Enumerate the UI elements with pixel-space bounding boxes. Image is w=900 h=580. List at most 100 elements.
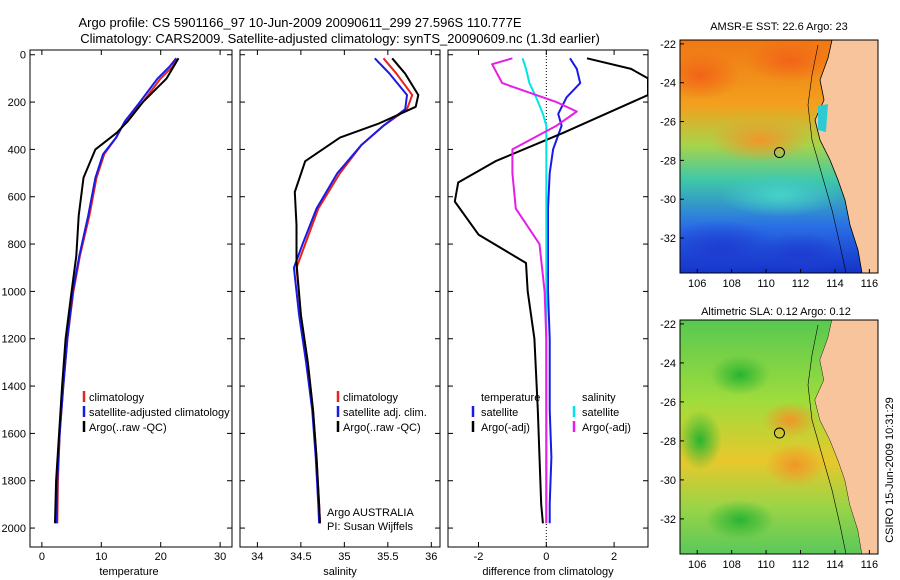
sst-coastline [814, 40, 863, 273]
y-tick-label: 400 [8, 144, 26, 156]
series-line-salinity-argo [491, 57, 578, 524]
legend-label-satellite: satellite adj. clim. [343, 407, 427, 419]
x-tick-label: 34 [251, 551, 263, 563]
y-tick-label: 1200 [2, 334, 26, 346]
series-line-argo [293, 57, 420, 524]
temperature-xlabel: temperature [99, 566, 158, 578]
legend-label-argo: Argo(..raw -QC) [343, 422, 421, 434]
map-y-tick-label: -26 [660, 397, 676, 409]
map-y-tick-label: -22 [660, 39, 676, 51]
sst-cold-patch [680, 220, 780, 273]
series-line-salinity-satellite [521, 57, 548, 524]
sla-heatmap [680, 320, 878, 554]
difference-axes-frame [447, 49, 649, 548]
series-line-satellite-adjusted [55, 57, 177, 524]
sla-high-patch [762, 402, 818, 438]
map-x-tick-label: 112 [792, 559, 810, 571]
salinity-axes-frame [239, 49, 441, 548]
map-x-tick-label: 116 [861, 559, 879, 571]
sst-cold-patch [755, 233, 845, 273]
difference-legend: temperature satellite Argo(-adj) salinit… [471, 392, 631, 434]
map-y-tick-label: -24 [660, 78, 676, 90]
series-line-argo [54, 57, 180, 524]
figure-title-line2: Climatology: CARS2009. Satellite-adjuste… [80, 31, 600, 46]
argo-float-marker [773, 147, 785, 159]
x-tick-label: 36 [425, 551, 437, 563]
figure-title-line1: Argo profile: CS 5901166_97 10-Jun-2009 … [78, 15, 521, 30]
map-x-tick-label: 114 [826, 278, 844, 290]
difference-xlabel: difference from climatology [482, 566, 614, 578]
x-tick-label: -2 [474, 551, 484, 563]
sla-low-patch [705, 500, 775, 540]
map-y-tick-label: -22 [660, 319, 676, 331]
y-tick-label: 800 [8, 239, 26, 251]
map-x-tick-label: 106 [688, 278, 706, 290]
sla-high-patch [765, 443, 825, 487]
y-tick-label: 1400 [2, 381, 26, 393]
salinity-panel: 34 34.5 35 35.5 36 salinity climatology sate… [239, 49, 441, 578]
argo-float-marker [773, 427, 785, 439]
x-tick-label: 30 [214, 551, 226, 563]
sla-low-patch [710, 355, 770, 395]
map-y-tick-label: -28 [660, 436, 676, 448]
map-x-tick-label: 108 [722, 559, 740, 571]
map-y-tick-label: -26 [660, 117, 676, 129]
temperature-legend: climatology satellite-adjusted climatolo… [82, 391, 230, 434]
sst-shark-bay [818, 104, 828, 132]
legend-label-satellite: satellite-adjusted climatology [89, 407, 230, 419]
difference-panel: -2 0 2 difference from climatology tempera… [447, 49, 649, 578]
legend-label-temp-satellite: satellite [481, 407, 518, 419]
legend-label-sal-argo: Argo(-adj) [582, 422, 631, 434]
map-y-tick-label: -30 [660, 475, 676, 487]
map-y-tick-label: -32 [660, 514, 676, 526]
sla-isobath [807, 324, 847, 554]
map-y-tick-label: -24 [660, 358, 676, 370]
map-x-tick-label: 108 [722, 278, 740, 290]
legend-title-salinity: salinity [582, 392, 616, 404]
series-line-temperature-satellite [547, 57, 582, 524]
institution-annotation: Argo AUSTRALIA [327, 507, 414, 519]
map-x-tick-label: 110 [757, 278, 775, 290]
sst-map-title: AMSR-E SST: 22.6 Argo: 23 [710, 21, 848, 33]
series-line-temperature-argo [453, 57, 648, 524]
x-tick-label: 35 [338, 551, 350, 563]
map-y-tick-label: -30 [660, 194, 676, 206]
sst-cool-patch [720, 173, 840, 217]
sst-isobath [807, 44, 847, 273]
map-x-tick-label: 106 [688, 559, 706, 571]
y-tick-label: 600 [8, 192, 26, 204]
sst-heatmap [680, 40, 878, 273]
sst-warm-patch [680, 50, 740, 100]
sst-warm-patch [710, 118, 810, 162]
sst-map-panel: AMSR-E SST: 22.6 Argo: 23 106 108 110 112 11… [660, 21, 879, 290]
map-y-tick-label: -28 [660, 155, 676, 167]
map-y-tick-label: -32 [660, 233, 676, 245]
x-tick-label: 0 [543, 551, 549, 563]
x-tick-label: 0 [39, 551, 45, 563]
x-tick-label: 20 [155, 551, 167, 563]
x-tick-label: 34.5 [290, 551, 311, 563]
legend-title-temperature: temperature [481, 392, 540, 404]
sla-map-title: Altimetric SLA: 0.12 Argo: 0.12 [701, 306, 851, 318]
y-tick-label: 1600 [2, 428, 26, 440]
series-line-climatology [295, 57, 414, 524]
map-x-tick-label: 114 [826, 559, 844, 571]
pi-annotation: PI: Susan Wijffels [327, 521, 413, 533]
series-line-climatology [56, 57, 178, 524]
y-tick-label: 1000 [2, 286, 26, 298]
legend-label-climatology: climatology [89, 392, 145, 404]
y-tick-label: 1800 [2, 476, 26, 488]
y-tick-label: 2000 [2, 523, 26, 535]
salinity-xlabel: salinity [323, 566, 357, 578]
legend-label-sal-satellite: satellite [582, 407, 619, 419]
temperature-axes-frame [29, 49, 233, 548]
legend-label-temp-argo: Argo(-adj) [481, 422, 530, 434]
y-tick-label: 0 [20, 50, 26, 62]
salinity-legend: climatology satellite adj. clim. Argo(..… [336, 391, 427, 434]
x-tick-label: 10 [95, 551, 107, 563]
sla-low-patch [680, 410, 722, 470]
temperature-panel: 0 10 20 30 0 200 400 600 800 1000 1200 1400 1600 1800… [2, 49, 233, 578]
sst-land-mask [815, 40, 878, 273]
sst-map-frame [679, 39, 879, 274]
